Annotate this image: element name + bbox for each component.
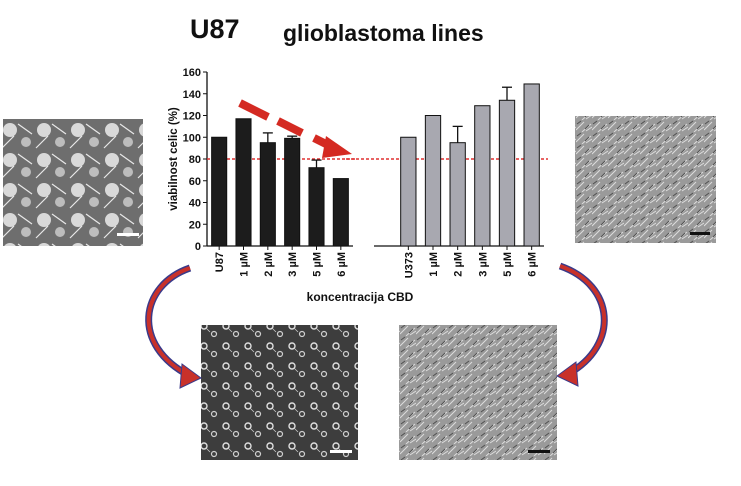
y-tick-label: 160 xyxy=(183,67,201,79)
bar xyxy=(332,178,349,247)
x-tick-label: 3 µM xyxy=(287,252,299,277)
bar xyxy=(474,105,491,247)
y-axis-label: viabilnost celic (%) xyxy=(168,107,180,211)
x-tick-label: 5 µM xyxy=(502,252,514,277)
micrograph-u373-control xyxy=(575,116,716,243)
x-tick-label: 1 µM xyxy=(239,252,251,277)
figure-title: U87 xyxy=(190,14,240,44)
x-tick-label: 2 µM xyxy=(453,252,465,277)
x-tick-label: 6 µM xyxy=(336,252,348,277)
bar xyxy=(235,118,252,247)
bar xyxy=(284,137,301,247)
micrograph-u87-treated xyxy=(201,325,358,460)
bar xyxy=(523,83,540,247)
bar xyxy=(308,167,325,247)
y-tick-label: 100 xyxy=(183,132,201,144)
x-tick-label: U87 xyxy=(214,252,226,272)
trend-arrow-head xyxy=(322,136,352,158)
bar xyxy=(400,136,417,247)
bar xyxy=(211,136,228,247)
chart-u87: 0 20 40 60 80 100 120 140 160 viabilnost celic (%… xyxy=(168,67,414,304)
y-tick-label: 20 xyxy=(189,219,201,231)
x-tick-label: 6 µM xyxy=(527,252,539,277)
y-tick-label: 60 xyxy=(189,176,201,188)
y-tick-label: 0 xyxy=(195,241,201,253)
trend-arrow xyxy=(238,99,352,158)
bar xyxy=(498,99,516,247)
y-tick-label: 40 xyxy=(189,198,201,210)
x-tick-label: 5 µM xyxy=(312,252,324,277)
micrograph-u373-treated xyxy=(399,325,557,460)
bar xyxy=(259,142,276,247)
x-tick-label: 3 µM xyxy=(477,252,489,277)
bar xyxy=(449,142,466,247)
y-tick-label: 120 xyxy=(183,111,201,123)
bar xyxy=(424,115,442,247)
curved-arrow-left xyxy=(145,264,202,389)
x-tick-label: 2 µM xyxy=(263,252,275,277)
x-tick-label: U373 xyxy=(403,252,415,278)
y-tick-label: 80 xyxy=(189,154,201,166)
curved-arrow-right xyxy=(556,262,608,387)
x-axis-label: koncentracija CBD xyxy=(307,290,414,304)
x-tick-label: 1 µM xyxy=(428,252,440,277)
y-tick-label: 140 xyxy=(183,89,201,101)
figure-subtitle: glioblastoma lines xyxy=(283,20,484,46)
trend-arrow-dash xyxy=(238,99,270,121)
micrograph-u87-control xyxy=(3,119,143,246)
trend-arrow-dash xyxy=(276,117,304,137)
chart-u373: U373 1 µM 2 µM 3 µM 5 µM 6 µM xyxy=(346,83,548,278)
